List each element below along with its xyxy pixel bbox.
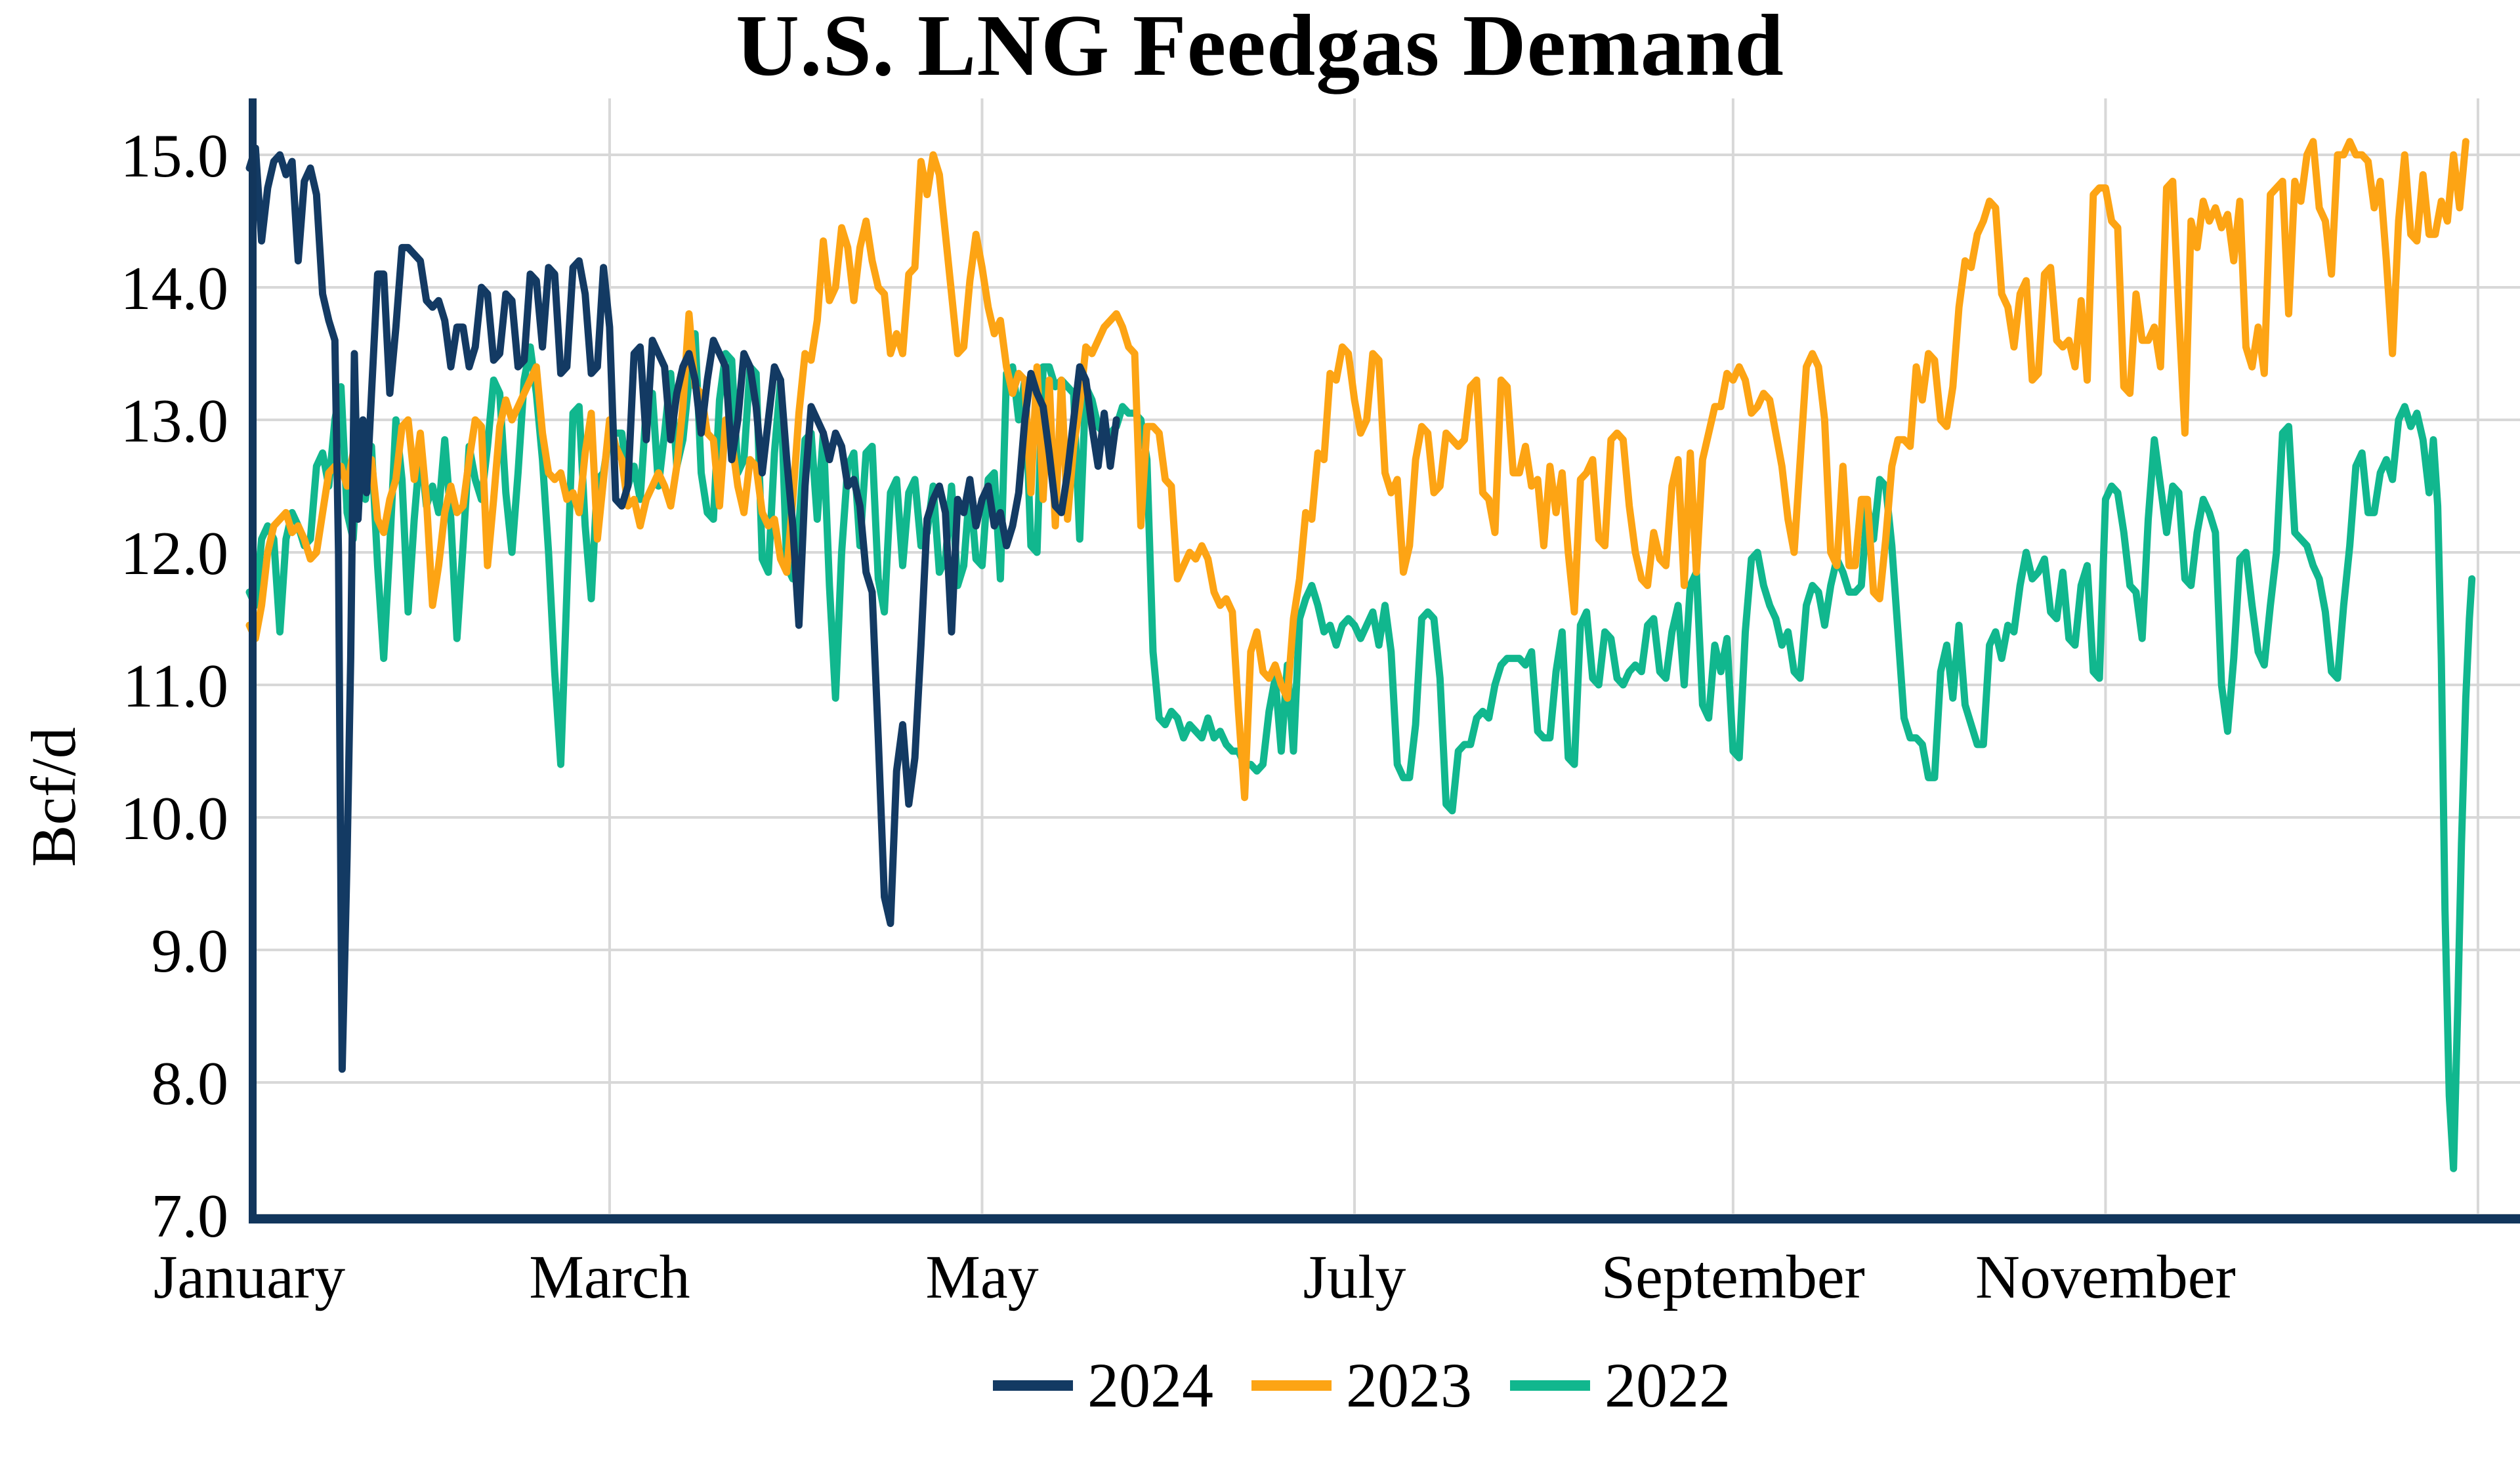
y-tick-label: 7.0 xyxy=(152,1182,229,1250)
legend-item-2022: 2022 xyxy=(1510,1350,1731,1420)
y-tick-label: 15.0 xyxy=(121,122,229,190)
x-tick-label: July xyxy=(1303,1243,1406,1311)
legend-label: 2023 xyxy=(1346,1350,1472,1420)
series-line-2023 xyxy=(245,138,2469,802)
y-tick-label: 9.0 xyxy=(152,917,229,985)
legend-swatch-2024 xyxy=(993,1380,1073,1391)
y-tick-label: 10.0 xyxy=(121,785,229,853)
legend-item-2024: 2024 xyxy=(993,1350,1213,1420)
x-tick-label: May xyxy=(925,1243,1038,1311)
x-tick-label: November xyxy=(1975,1243,2236,1311)
series-line-2022 xyxy=(245,330,2476,1172)
y-tick-label: 8.0 xyxy=(152,1050,229,1118)
legend-swatch-2023 xyxy=(1251,1380,1332,1391)
chart-title: U.S. LNG Feedgas Demand xyxy=(736,0,1784,94)
series-line-2024 xyxy=(245,144,1120,1073)
y-tick-label: 13.0 xyxy=(121,387,229,455)
legend-label: 2022 xyxy=(1605,1350,1731,1420)
x-tick-label: January xyxy=(154,1243,345,1311)
y-tick-label: 14.0 xyxy=(121,255,229,323)
x-tick-label: March xyxy=(529,1243,690,1311)
legend-item-2023: 2023 xyxy=(1251,1350,1472,1420)
legend-swatch-2022 xyxy=(1510,1380,1590,1391)
legend-label: 2024 xyxy=(1087,1350,1213,1420)
y-tick-label: 11.0 xyxy=(123,652,228,720)
legend: 2024 2023 2022 xyxy=(249,1350,2474,1420)
x-tick-label: September xyxy=(1601,1243,1865,1311)
y-tick-label: 12.0 xyxy=(121,520,229,588)
